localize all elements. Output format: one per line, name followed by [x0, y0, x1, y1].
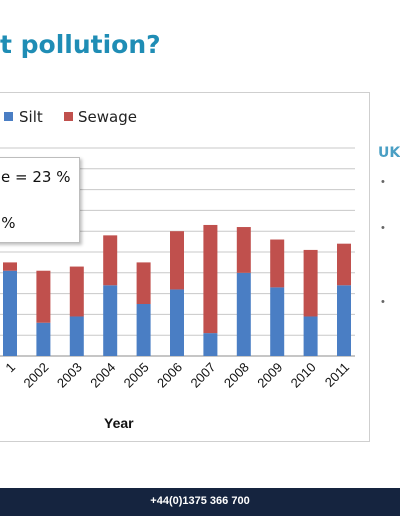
bar-sewage-2001 — [3, 262, 17, 271]
annotation-box: e = 23 % 7 % — [0, 157, 80, 243]
x-tick-label: 2006 — [154, 360, 185, 391]
side-heading: UK — [378, 145, 400, 161]
chart-frame: 1 2002 2003 2004 2005 2006 2007 2008 2009 2010 201… — [0, 92, 370, 442]
bar-silt-2004 — [103, 285, 118, 356]
bars — [3, 224, 351, 356]
annotation-line-1: e = 23 % — [1, 168, 71, 186]
x-tick-label: 1 — [2, 360, 18, 376]
x-axis-label: Year — [104, 415, 134, 431]
bar-sewage-2007 — [203, 224, 218, 334]
x-tick-label: 2010 — [288, 360, 319, 391]
bar-sewage-2010 — [303, 249, 318, 317]
bar-sewage-2004 — [103, 235, 118, 286]
x-tick-labels: 1 2002 2003 2004 2005 2006 2007 2008 2009 2010 201… — [2, 360, 352, 391]
bar-silt-2009 — [270, 287, 285, 356]
bar-sewage-2006 — [170, 231, 184, 290]
bar-sewage-2008 — [236, 227, 251, 273]
x-tick-label: 2008 — [221, 360, 252, 391]
bar-silt-2002 — [36, 322, 51, 356]
annotation-line-2: 7 % — [0, 214, 16, 232]
legend-label-sewage: Sewage — [78, 108, 137, 126]
bar-sewage-2005 — [136, 262, 151, 304]
legend-swatch-silt — [4, 112, 13, 121]
bar-silt-2006 — [170, 289, 184, 356]
stacked-bar-chart: 1 2002 2003 2004 2005 2006 2007 2008 2009 2010 201… — [0, 108, 355, 431]
bar-silt-2011 — [337, 285, 351, 356]
bar-sewage-2011 — [337, 243, 351, 286]
bullet-3: • — [381, 296, 385, 308]
bar-silt-2010 — [303, 316, 318, 356]
x-tick-label: 2009 — [254, 360, 285, 391]
footer-phone: +44(0)1375 366 700 — [150, 495, 250, 507]
footer-bar: +44(0)1375 366 700 — [0, 488, 400, 516]
x-tick-label: 2004 — [87, 360, 118, 391]
bar-silt-2001 — [3, 270, 17, 356]
x-tick-label: 2002 — [20, 360, 51, 391]
bar-silt-2005 — [136, 304, 151, 356]
bar-sewage-2003 — [69, 266, 84, 317]
bullet-1: • — [381, 176, 385, 188]
x-tick-label: 2005 — [121, 360, 152, 391]
bar-silt-2007 — [203, 333, 218, 356]
legend-label-silt: Silt — [19, 108, 43, 126]
x-tick-label: 2003 — [54, 360, 85, 391]
bar-silt-2008 — [236, 272, 251, 356]
slide-title: t pollution? — [0, 30, 161, 59]
bar-sewage-2009 — [270, 239, 285, 288]
x-tick-label: 2011 — [322, 360, 352, 390]
bar-silt-2003 — [69, 316, 84, 356]
legend: Silt Sewage — [4, 108, 137, 126]
legend-swatch-sewage — [64, 112, 73, 121]
x-tick-label: 2007 — [187, 360, 218, 391]
bar-sewage-2002 — [36, 270, 51, 323]
bullet-2: • — [381, 222, 385, 234]
